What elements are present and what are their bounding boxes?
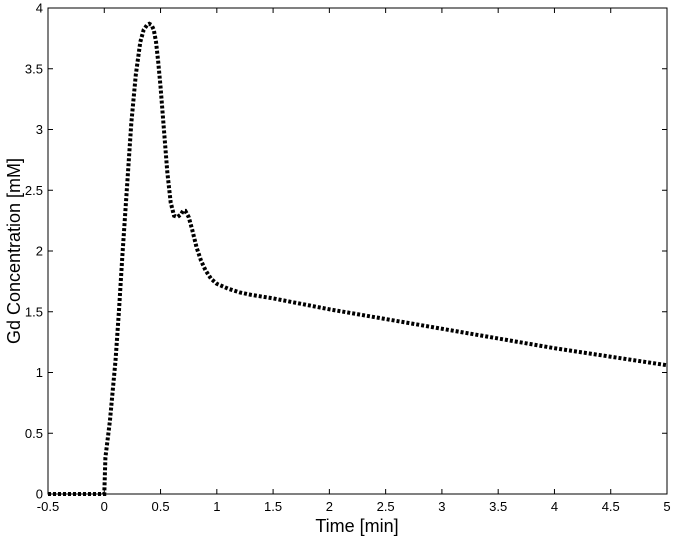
y-tick-label: 0.5 (25, 426, 43, 441)
x-tick-label: 5 (663, 499, 670, 514)
x-tick-label: 4 (551, 499, 558, 514)
y-axis-title: Gd Concentration [mM] (4, 158, 24, 344)
x-tick-label: 0.5 (152, 499, 170, 514)
x-tick-label: 3.5 (489, 499, 507, 514)
y-tick-label: 2 (36, 244, 43, 259)
tick-labels: -0.5 0 0.5 1 1.5 2 2.5 3 3.5 4 4.5 500.511.522.533.… (25, 1, 671, 515)
x-tick-label: 1 (213, 499, 220, 514)
y-tick-label: 1 (36, 365, 43, 380)
x-tick-label: -0.5 (37, 499, 59, 514)
y-tick-label: 4 (36, 1, 43, 16)
y-tick-label: 2.5 (25, 183, 43, 198)
plot-area (47, 7, 668, 495)
x-tick-label: 2 (326, 499, 333, 514)
y-tick-label: 0 (36, 487, 43, 502)
x-axis-title: Time [min] (315, 516, 398, 536)
concentration-curve (48, 21, 668, 496)
x-tick-label: 4.5 (602, 499, 620, 514)
x-tick-label: 3 (438, 499, 445, 514)
x-tick-label: 0 (101, 499, 108, 514)
y-tick-label: 3.5 (25, 61, 43, 76)
y-tick-label: 3 (36, 122, 43, 137)
x-tick-label: 2.5 (377, 499, 395, 514)
y-tick-label: 1.5 (25, 304, 43, 319)
x-tick-label: 1.5 (264, 499, 282, 514)
